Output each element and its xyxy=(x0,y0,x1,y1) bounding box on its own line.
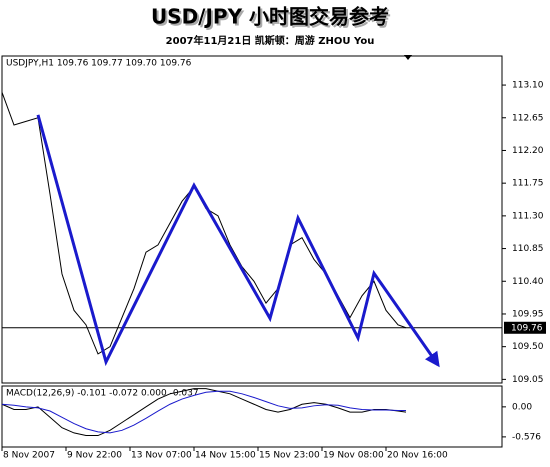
price-panel xyxy=(1,55,503,384)
y-tick-label: 109.05 xyxy=(512,375,544,385)
macd-panel xyxy=(1,385,503,448)
x-tick-label: 14 Nov 15:00 xyxy=(195,451,256,461)
y-tick-label: 110.40 xyxy=(512,277,544,287)
y-tick-label: 109.95 xyxy=(512,309,544,319)
y-tick-label: 112.65 xyxy=(512,113,544,123)
title-shadow: USD/JPY 小时图交易参考 xyxy=(153,7,391,31)
x-tick-label: 13 Nov 07:00 xyxy=(131,451,192,461)
title: USD/JPY 小时图交易参考 xyxy=(151,5,389,29)
series-line xyxy=(1,388,407,437)
y-tick-label: 113.10 xyxy=(512,81,544,91)
y-tick-label: -0.576 xyxy=(512,432,541,442)
series-line xyxy=(1,390,406,434)
x-tick-label: 9 Nov 22:00 xyxy=(67,451,122,461)
x-tick-label: 15 Nov 23:00 xyxy=(259,451,320,461)
y-tick-label: 109.50 xyxy=(512,342,544,352)
macd-header: MACD(12,26,9) -0.101 -0.072 0.000 -0.037 xyxy=(6,389,199,399)
current-price-box xyxy=(504,321,546,334)
trend-zigzag xyxy=(36,114,440,368)
subtitle: 2007年11月21日 凯斯顿：周游 ZHOU You xyxy=(166,34,375,47)
y-tick-label: 112.20 xyxy=(512,146,544,156)
x-tick-label: 19 Nov 08:00 xyxy=(323,451,384,461)
price-header: USDJPY,H1 109.76 109.77 109.70 109.76 xyxy=(6,59,192,69)
y-tick-label: 111.30 xyxy=(512,211,544,221)
y-tick-label: 111.75 xyxy=(512,179,544,189)
x-tick-label: 20 Nov 16:00 xyxy=(387,451,448,461)
x-tick-label: 8 Nov 2007 xyxy=(3,451,55,461)
current-price-label: 109.76 xyxy=(511,323,543,333)
y-tick-label: 0.00 xyxy=(512,402,532,412)
shift-marker xyxy=(404,55,412,60)
y-tick-label: 110.85 xyxy=(512,244,544,254)
